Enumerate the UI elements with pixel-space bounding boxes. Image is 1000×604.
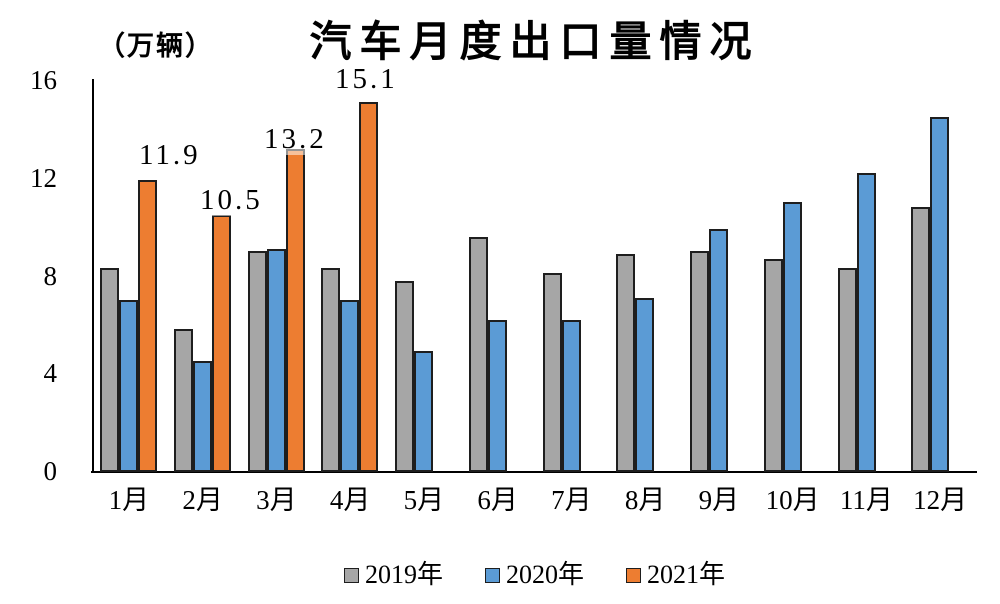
x-tick-label: 2月 xyxy=(182,485,223,515)
legend-swatch-icon xyxy=(626,567,641,583)
bar-2019-m10 xyxy=(763,258,783,472)
legend: 2019年 2020年 2021年 xyxy=(92,562,977,588)
data-label-2021-m1: 11.9 xyxy=(137,139,203,171)
bar-2019-m3 xyxy=(247,251,267,472)
x-axis-line xyxy=(91,471,977,473)
x-tick-label: 1月 xyxy=(108,485,150,515)
bar-2020-m1 xyxy=(119,300,138,472)
x-tick-label: 5月 xyxy=(403,485,445,515)
bar-2020-m8 xyxy=(635,297,655,472)
legend-item-2019: 2019年 xyxy=(343,560,443,589)
legend-swatch-icon xyxy=(343,567,359,583)
y-tick-label: 4 xyxy=(43,358,58,389)
bar-2019-m8 xyxy=(616,253,636,472)
legend-swatch-icon xyxy=(484,567,500,583)
legend-label: 2021年 xyxy=(647,560,726,589)
bar-2021-m1 xyxy=(138,180,157,472)
bar-2020-m5 xyxy=(414,351,433,472)
x-tick-label: 10月 xyxy=(765,485,820,515)
bar-2019-m6 xyxy=(468,236,488,472)
data-label-2021-m3: 13.2 xyxy=(262,123,329,155)
y-tick-label: 0 xyxy=(43,456,58,486)
bar-2021-m2 xyxy=(211,214,231,472)
y-axis-line xyxy=(92,79,94,473)
bar-2019-m12 xyxy=(911,207,931,472)
bar-2020-m7 xyxy=(561,319,581,472)
bar-2020-m10 xyxy=(782,202,802,472)
bar-2020-m2 xyxy=(192,361,212,472)
x-tick-label: 9月 xyxy=(698,485,740,515)
legend-label: 2019年 xyxy=(364,560,443,589)
bar-2019-m4 xyxy=(321,268,341,472)
y-axis-unit-label: （万辆） xyxy=(98,31,214,61)
bar-2019-m11 xyxy=(837,268,857,472)
bar-2020-m9 xyxy=(709,229,728,472)
bar-2019-m5 xyxy=(395,280,414,472)
bar-2020-m6 xyxy=(487,319,507,472)
bar-2019-m9 xyxy=(690,251,709,472)
bar-2019-m1 xyxy=(100,268,119,472)
chart-title: 汽车月度出口量情况 xyxy=(309,20,760,66)
bar-2019-m2 xyxy=(173,329,193,472)
x-tick-label: 6月 xyxy=(477,485,518,515)
x-tick-label: 7月 xyxy=(551,485,592,515)
legend-label: 2020年 xyxy=(505,560,584,589)
x-tick-label: 4月 xyxy=(329,485,371,515)
bar-2020-m3 xyxy=(266,248,286,472)
data-label-2021-m4: 15.1 xyxy=(333,63,400,95)
bar-2021-m4 xyxy=(359,102,379,472)
y-tick-label: 12 xyxy=(30,162,57,193)
bar-2019-m7 xyxy=(542,273,562,472)
x-tick-label: 3月 xyxy=(256,485,297,515)
legend-item-2021: 2021年 xyxy=(626,562,725,588)
bar-2020-m4 xyxy=(340,300,360,472)
y-tick-label: 16 xyxy=(30,65,57,96)
x-tick-label: 11月 xyxy=(839,485,893,515)
bar-2020-m12 xyxy=(930,116,950,472)
y-tick-label: 8 xyxy=(43,260,58,291)
x-tick-label: 8月 xyxy=(624,485,666,515)
bar-2020-m11 xyxy=(856,173,876,472)
legend-item-2020: 2020年 xyxy=(484,560,584,589)
bar-2021-m3 xyxy=(285,148,305,472)
data-label-2021-m2: 10.5 xyxy=(198,184,265,216)
x-tick-label: 12月 xyxy=(913,485,968,515)
